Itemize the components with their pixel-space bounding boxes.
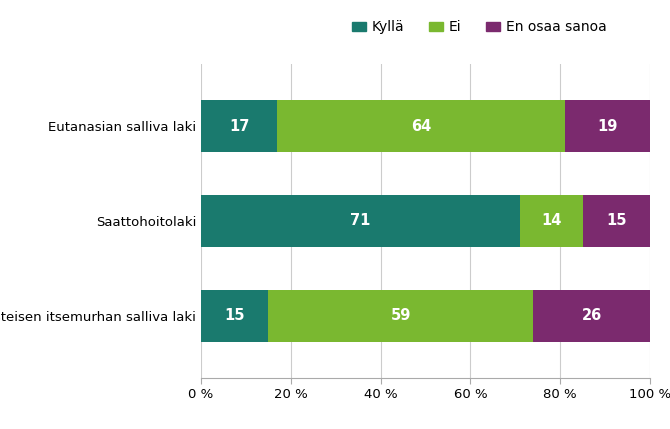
Bar <box>201 290 268 342</box>
Bar <box>533 290 650 342</box>
Text: 17: 17 <box>229 118 249 133</box>
Text: 19: 19 <box>597 118 618 133</box>
Bar <box>268 290 533 342</box>
Bar <box>520 195 583 247</box>
Text: 15: 15 <box>224 308 245 323</box>
Text: 71: 71 <box>350 214 371 228</box>
Bar <box>201 100 277 152</box>
Text: 64: 64 <box>411 118 431 133</box>
Legend: Kyllä, Ei, En osaa sanoa: Kyllä, Ei, En osaa sanoa <box>346 15 612 40</box>
Bar <box>277 100 565 152</box>
Bar <box>201 195 520 247</box>
Text: 14: 14 <box>541 214 561 228</box>
Text: 26: 26 <box>582 308 602 323</box>
Text: 59: 59 <box>391 308 411 323</box>
Bar <box>565 100 650 152</box>
Text: 15: 15 <box>606 214 626 228</box>
Bar <box>583 195 650 247</box>
